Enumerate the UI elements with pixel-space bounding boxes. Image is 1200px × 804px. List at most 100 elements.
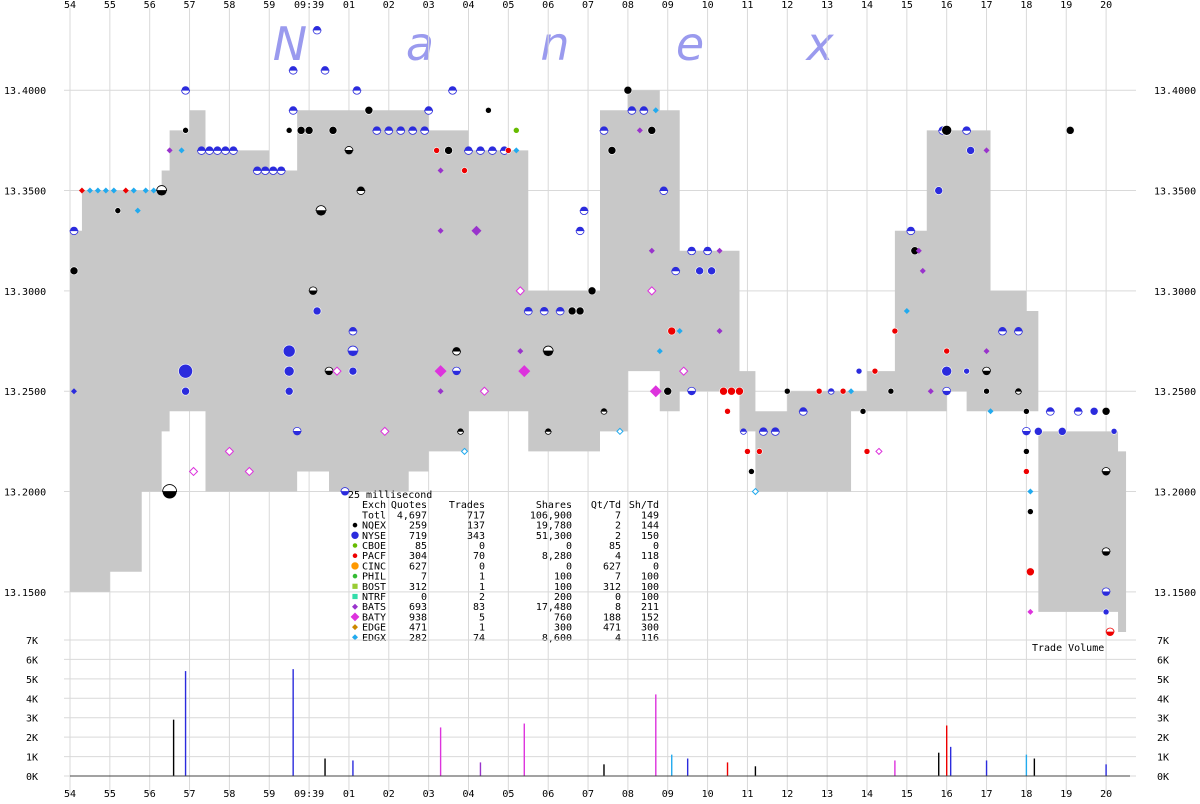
stats-column-header: Trades xyxy=(449,500,485,511)
x-tick-label-bottom: 55 xyxy=(104,789,116,800)
price-tick-label-right: 13.3500 xyxy=(1154,187,1196,198)
marker-nqex xyxy=(156,185,168,191)
legend-marker-cinc xyxy=(350,561,360,571)
marker-baty xyxy=(875,447,883,456)
marker-nqex xyxy=(114,207,122,214)
price-tick-label-right: 13.1500 xyxy=(1154,588,1196,599)
x-tick-label-top: 02 xyxy=(383,0,395,11)
marker-nqex-half xyxy=(982,371,991,376)
x-tick-label-top: 20 xyxy=(1100,0,1112,11)
price-tick-label-left: 13.2500 xyxy=(4,387,46,398)
legend-marker-pacf xyxy=(352,552,358,559)
x-tick-label-bottom: 05 xyxy=(502,789,514,800)
marker-pacf xyxy=(719,386,728,396)
price-tick-label-right: 13.2000 xyxy=(1154,488,1196,499)
marker-nyse xyxy=(576,226,585,231)
x-tick-label-top: 10 xyxy=(702,0,714,11)
x-tick-label-bottom: 19 xyxy=(1060,789,1072,800)
marker-nyse xyxy=(420,126,429,131)
marker-nqex xyxy=(485,106,492,114)
x-tick-label-top: 07 xyxy=(582,0,594,11)
marker-nqex xyxy=(542,345,554,352)
marker-nyse xyxy=(408,126,417,131)
stats-cell: 19,780 xyxy=(536,521,572,532)
legend-marker-edgx xyxy=(352,634,358,641)
marker-bats xyxy=(915,247,922,254)
stats-total-cell: Totl xyxy=(362,510,386,521)
marker-nyse xyxy=(740,428,747,432)
legend-marker-ntrf xyxy=(352,593,358,600)
marker-nqex xyxy=(647,126,657,135)
marker-pacf-half xyxy=(1106,632,1115,636)
x-tick-label-bottom: 12 xyxy=(781,789,793,800)
stats-column-header: Sh/Td xyxy=(629,500,659,511)
stats-total-cell: 7 xyxy=(615,510,621,521)
marker-edgx xyxy=(460,447,469,456)
stats-exchange: PHIL xyxy=(362,572,386,583)
x-tick-label-top: 58 xyxy=(223,0,235,11)
stats-cell: 1 xyxy=(479,582,485,593)
quote-trade-markers xyxy=(69,26,1118,636)
volume-tick-label-right: 5K xyxy=(1157,675,1169,686)
x-tick-label-top: 15 xyxy=(901,0,913,11)
nbbo-band-area xyxy=(70,90,1127,633)
marker-nyse xyxy=(178,363,193,379)
marker-nyse xyxy=(627,106,636,111)
x-tick-label-top: 06 xyxy=(542,0,554,11)
marker-nyse-half xyxy=(181,89,190,95)
stats-cell: 282 xyxy=(409,633,427,644)
marker-nyse xyxy=(1014,327,1023,332)
marker-pacf xyxy=(815,387,823,395)
x-tick-label-top: 08 xyxy=(622,0,634,11)
marker-nqex xyxy=(444,146,453,155)
marker-nqex-half xyxy=(452,350,461,356)
volume-tick-label-left: 7K xyxy=(26,636,38,647)
marker-edgx xyxy=(130,187,137,194)
marker-nqex xyxy=(1101,406,1111,416)
marker-nqex xyxy=(600,408,607,412)
marker-nyse xyxy=(687,246,696,251)
marker-nyse xyxy=(599,126,608,131)
marker-nyse xyxy=(205,146,214,151)
marker-pacf xyxy=(461,167,468,174)
stats-cell: 74 xyxy=(473,633,485,644)
marker-bats xyxy=(517,348,524,355)
volume-tick-label-right: 1K xyxy=(1157,753,1169,764)
marker-nyse-half xyxy=(1073,410,1083,416)
x-tick-label-top: 03 xyxy=(423,0,435,11)
stats-cell: 100 xyxy=(641,582,659,593)
marker-nyse xyxy=(962,126,971,131)
stats-exchange: EDGE xyxy=(362,623,386,634)
stats-cell: 0 xyxy=(615,592,621,603)
marker-baty xyxy=(244,466,255,477)
marker-pacf xyxy=(1105,627,1115,633)
marker-nyse xyxy=(556,306,565,311)
stats-cell: 5 xyxy=(479,612,485,623)
marker-nyse xyxy=(253,166,262,171)
marker-nyse xyxy=(321,66,330,71)
marker-bats xyxy=(648,247,655,254)
marker-nyse xyxy=(671,266,680,271)
stats-cell: 7 xyxy=(421,572,427,583)
legend-marker-bost xyxy=(352,583,358,589)
marker-pacf xyxy=(863,448,871,455)
x-tick-label-top: 18 xyxy=(1020,0,1032,11)
x-tick-label-top: 57 xyxy=(184,0,196,11)
marker-edgx xyxy=(150,187,157,194)
stats-total-cell: 4,697 xyxy=(397,510,427,521)
marker-nqex xyxy=(315,205,327,212)
marker-nyse-half xyxy=(320,69,330,75)
stats-cell: 188 xyxy=(603,612,621,623)
x-tick-label-bottom: 56 xyxy=(144,789,156,800)
stats-cell: 8,600 xyxy=(542,633,572,644)
marker-edgx xyxy=(751,487,760,496)
stats-cell: 343 xyxy=(467,531,485,542)
marker-nyse-half xyxy=(420,129,430,135)
marker-bats xyxy=(166,147,173,154)
volume-panel: 7K 7K 6K 6K 5K 5K 4K 4K 3K 3K 2K 2K 1K 1K 0K 0K Trade Vo… xyxy=(26,636,1169,783)
stats-column-header: Exch xyxy=(362,500,386,511)
marker-nyse xyxy=(277,166,286,171)
